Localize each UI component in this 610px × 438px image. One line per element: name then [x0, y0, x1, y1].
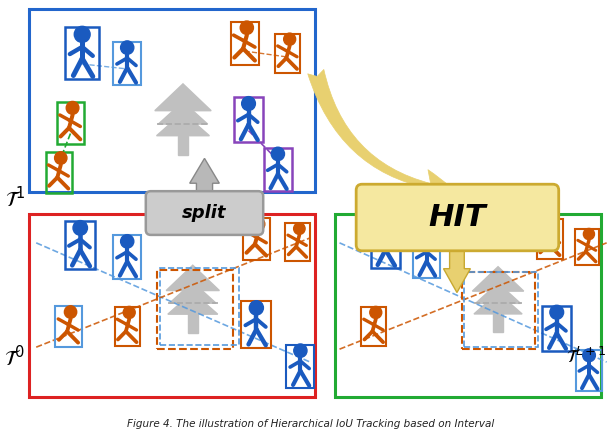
Polygon shape	[155, 84, 211, 111]
Text: Figure 4. The illustration of Hierarchical IoU Tracking based on Interval: Figure 4. The illustration of Hierarchic…	[126, 419, 494, 429]
Circle shape	[293, 223, 305, 234]
Bar	[157, 270, 233, 349]
Bar	[113, 235, 141, 279]
Bar	[188, 314, 198, 333]
Bar	[371, 222, 400, 268]
Polygon shape	[159, 102, 207, 124]
Bar	[493, 314, 503, 332]
Circle shape	[378, 221, 393, 236]
Bar	[65, 27, 99, 79]
Text: $\mathcal{T}^{L+1}$: $\mathcal{T}^{L+1}$	[566, 347, 607, 367]
Circle shape	[370, 306, 382, 318]
Bar	[178, 136, 188, 155]
Bar	[361, 307, 386, 346]
Polygon shape	[190, 159, 220, 208]
Bar	[413, 236, 440, 278]
Circle shape	[66, 102, 79, 114]
Bar	[287, 345, 314, 388]
Circle shape	[242, 97, 256, 110]
Polygon shape	[443, 245, 470, 293]
Circle shape	[55, 152, 67, 164]
Bar	[231, 22, 259, 65]
Circle shape	[546, 218, 558, 231]
Text: $\mathcal{T}^1$: $\mathcal{T}^1$	[5, 186, 26, 212]
FancyArrowPatch shape	[307, 70, 454, 199]
Bar	[29, 9, 315, 192]
Circle shape	[271, 147, 284, 161]
Bar	[65, 221, 96, 268]
Bar	[275, 34, 300, 73]
Circle shape	[74, 26, 90, 42]
Circle shape	[121, 41, 134, 54]
Bar	[462, 272, 535, 349]
Bar	[243, 219, 270, 260]
Bar	[537, 219, 563, 259]
Bar	[335, 214, 601, 397]
Circle shape	[583, 228, 595, 240]
Circle shape	[284, 33, 296, 45]
Circle shape	[294, 344, 307, 357]
Text: $\mathcal{T}^0$: $\mathcal{T}^0$	[4, 345, 26, 370]
FancyBboxPatch shape	[356, 184, 559, 251]
Bar	[542, 306, 571, 351]
Text: HIT: HIT	[429, 203, 486, 232]
Text: split: split	[182, 204, 227, 222]
Bar	[56, 307, 82, 347]
Polygon shape	[472, 267, 524, 291]
Bar	[160, 268, 239, 345]
Circle shape	[65, 306, 77, 318]
Polygon shape	[166, 265, 220, 290]
Circle shape	[73, 221, 87, 235]
Polygon shape	[157, 113, 209, 136]
Bar	[115, 307, 140, 346]
Bar	[234, 97, 263, 142]
Bar	[464, 272, 538, 347]
FancyBboxPatch shape	[146, 191, 263, 235]
Bar	[29, 214, 315, 397]
Bar	[264, 148, 292, 191]
Bar	[242, 301, 271, 348]
Circle shape	[420, 235, 433, 248]
Polygon shape	[170, 282, 216, 303]
Bar	[113, 42, 141, 85]
Bar	[46, 152, 72, 193]
Circle shape	[240, 21, 253, 35]
Bar	[576, 350, 603, 391]
Polygon shape	[476, 283, 520, 304]
Circle shape	[123, 306, 135, 318]
Polygon shape	[474, 293, 522, 314]
Circle shape	[550, 305, 564, 319]
Circle shape	[583, 349, 595, 362]
Polygon shape	[168, 292, 218, 314]
Bar	[575, 229, 599, 265]
Bar	[285, 223, 309, 261]
Circle shape	[249, 300, 264, 315]
Circle shape	[252, 218, 265, 230]
Bar	[57, 102, 84, 144]
Circle shape	[121, 235, 134, 248]
